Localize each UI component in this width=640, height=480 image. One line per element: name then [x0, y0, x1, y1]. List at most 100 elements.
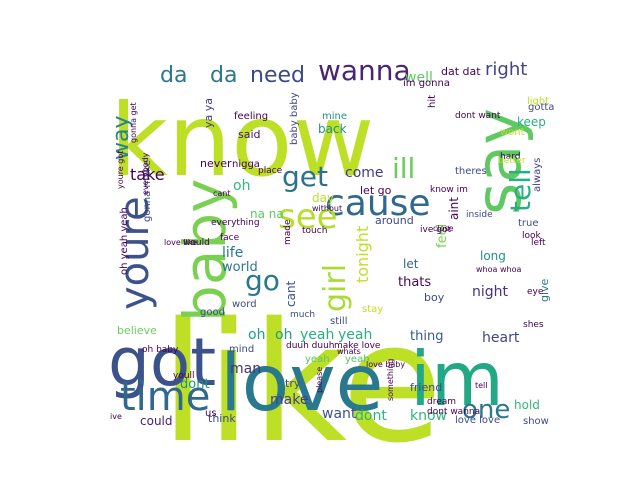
- cloud-word: eye: [527, 287, 544, 297]
- cloud-word: hold: [514, 398, 540, 412]
- cloud-word: place: [258, 166, 283, 176]
- cloud-word: please: [315, 367, 324, 393]
- cloud-word: boy: [424, 291, 445, 304]
- cloud-word: gonna make: [142, 160, 153, 222]
- cloud-word: take: [130, 165, 165, 184]
- cloud-word: tonight: [353, 226, 372, 283]
- cloud-word: cant: [284, 280, 298, 307]
- cloud-word: dont: [355, 408, 387, 424]
- cloud-word: want: [322, 406, 357, 422]
- cloud-word: light: [527, 96, 549, 107]
- cloud-word: ive got: [420, 225, 451, 235]
- cloud-word: feel: [435, 224, 450, 248]
- cloud-word: day: [312, 191, 334, 205]
- cloud-word: inside: [466, 210, 493, 220]
- cloud-word: wont: [500, 127, 525, 138]
- cloud-word: nigga: [232, 159, 260, 170]
- cloud-word: something: [386, 359, 395, 401]
- cloud-word: dream: [427, 397, 456, 407]
- cloud-word: cause: [325, 183, 431, 224]
- cloud-word: yeah: [345, 354, 370, 365]
- cloud-word: love like: [164, 238, 197, 247]
- cloud-word: better: [498, 156, 526, 166]
- cloud-word: make: [270, 392, 308, 408]
- cloud-word: thats: [398, 275, 431, 290]
- cloud-word: made: [283, 219, 293, 245]
- cloud-word: would: [183, 238, 210, 248]
- cloud-word: man: [230, 361, 261, 377]
- cloud-word: true: [518, 218, 539, 229]
- cloud-word: around: [375, 214, 414, 227]
- cloud-word: world: [222, 260, 258, 275]
- cloud-word: long: [480, 249, 506, 263]
- cloud-word: us: [205, 408, 217, 419]
- cloud-word: try: [285, 377, 301, 390]
- cloud-word: love baby: [366, 360, 405, 369]
- cloud-word: oh baby: [142, 345, 179, 355]
- cloud-word: heart: [482, 330, 520, 346]
- cloud-word: dont wanna: [427, 407, 480, 417]
- cloud-word: good: [200, 307, 225, 318]
- cloud-word: go: [245, 264, 280, 297]
- cloud-word: hard: [500, 152, 520, 162]
- cloud-word: whoa whoa: [476, 265, 521, 274]
- cloud-word: ill: [392, 152, 415, 185]
- cloud-word: baby baby: [289, 92, 300, 145]
- cloud-word: aint: [447, 197, 461, 220]
- cloud-word: touch: [302, 226, 327, 236]
- cloud-word: face: [220, 233, 240, 243]
- cloud-word: theres: [455, 166, 487, 177]
- cloud-word: know: [410, 408, 447, 424]
- cloud-word: love love: [455, 415, 500, 426]
- cloud-word: let go: [360, 184, 392, 197]
- cloud-word: always: [532, 158, 543, 192]
- cloud-word: dont want: [455, 111, 501, 121]
- cloud-word: one: [462, 395, 510, 425]
- cloud-word: could: [140, 414, 173, 428]
- cloud-word: friend: [410, 381, 442, 394]
- cloud-word: word: [232, 299, 257, 310]
- cloud-word: feeling: [234, 111, 268, 122]
- cloud-word: come: [345, 165, 384, 181]
- cloud-word: tell: [475, 381, 488, 390]
- cloud-word: night: [472, 284, 509, 300]
- cloud-word: think: [208, 412, 236, 425]
- cloud-word: oh: [248, 327, 265, 343]
- cloud-word: know im: [430, 185, 468, 195]
- cloud-word: back: [318, 122, 347, 136]
- cloud-word: youre: [112, 196, 158, 310]
- cloud-word: love: [220, 339, 384, 429]
- cloud-word: yeah: [305, 354, 330, 365]
- cloud-word: way: [109, 116, 134, 161]
- cloud-word: oh: [233, 178, 250, 194]
- cloud-word: da: [160, 63, 187, 88]
- cloud-word: see: [278, 197, 338, 237]
- cloud-word: baby: [171, 179, 239, 323]
- cloud-word: stay: [362, 304, 383, 315]
- cloud-word: da: [210, 63, 237, 88]
- cloud-word: time: [120, 374, 210, 420]
- cloud-word: tell: [504, 168, 537, 212]
- cloud-word: without: [312, 204, 342, 213]
- cloud-word: yeah: [300, 327, 334, 343]
- cloud-word: get: [282, 160, 328, 193]
- cloud-word: believe: [117, 324, 157, 337]
- cloud-word: got: [108, 324, 216, 401]
- cloud-word: wanna: [318, 54, 411, 87]
- cloud-word: thing: [410, 329, 443, 344]
- cloud-word: look: [522, 231, 542, 241]
- cloud-word: shes: [523, 320, 544, 330]
- cloud-word: show: [523, 416, 549, 427]
- cloud-word: youre got: [116, 151, 125, 189]
- cloud-word: dat dat: [441, 65, 481, 78]
- cloud-word: say: [462, 108, 535, 215]
- cloud-word: oh yeah yeah: [119, 207, 130, 275]
- cloud-word: life: [222, 245, 243, 261]
- cloud-word: im: [410, 335, 504, 423]
- cloud-word: left: [531, 238, 546, 248]
- cloud-word: keep: [517, 115, 546, 129]
- cloud-word: oh: [275, 327, 292, 343]
- cloud-word: close: [433, 224, 454, 233]
